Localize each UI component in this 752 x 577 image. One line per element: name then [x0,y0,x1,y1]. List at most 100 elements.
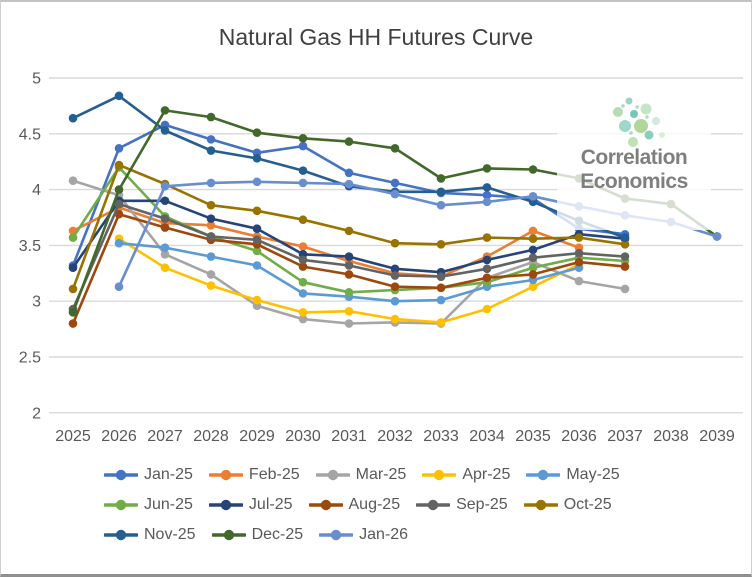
legend-item-jul-25[interactable]: Jul-25 [208,496,293,514]
point-may-25-2026[interactable] [114,238,124,248]
point-may-25-2029[interactable] [252,261,262,270]
point-oct-25-2036[interactable] [574,233,584,242]
point-jan-25-2026[interactable] [114,144,124,153]
point-oct-25-2030[interactable] [298,215,308,225]
legend-item-may-25[interactable]: May-25 [526,466,620,484]
point-jan-26-2031[interactable] [344,179,354,189]
point-aug-25-2032[interactable] [390,282,400,291]
legend-item-apr-25[interactable]: Apr-25 [422,466,510,484]
legend-item-sep-25[interactable]: Sep-25 [416,496,508,514]
point-jan-26-2028[interactable] [206,178,216,188]
point-jan-25-2031[interactable] [344,168,354,178]
point-aug-25-2034[interactable] [482,273,492,283]
point-jul-25-2028[interactable] [206,214,216,223]
point-aug-25-2025[interactable] [68,319,78,328]
point-jan-26-2027[interactable] [160,181,170,191]
point-aug-25-2030[interactable] [298,262,308,271]
point-oct-25-2029[interactable] [252,206,262,216]
point-jan-26-2029[interactable] [252,177,262,187]
point-jun-25-2031[interactable] [344,287,354,297]
point-sep-25-2031[interactable] [344,261,354,270]
point-oct-25-2028[interactable] [206,200,216,210]
point-aug-25-2036[interactable] [574,257,584,267]
point-nov-25-2030[interactable] [298,166,308,175]
point-dec-25-2033[interactable] [436,174,446,183]
point-sep-25-2033[interactable] [436,272,446,281]
point-mar-25-2028[interactable] [206,270,216,279]
point-nov-25-2029[interactable] [252,154,262,163]
legend-item-oct-25[interactable]: Oct-25 [523,496,612,514]
point-nov-25-2027[interactable] [160,126,170,135]
point-jan-26-2039[interactable] [712,232,722,241]
point-jan-25-2030[interactable] [298,141,308,151]
point-oct-25-2032[interactable] [390,238,400,248]
point-nov-25-2033[interactable] [436,187,446,197]
point-apr-25-2034[interactable] [482,304,492,314]
point-oct-25-2026[interactable] [114,160,124,170]
point-sep-25-2030[interactable] [298,255,308,265]
point-nov-25-2025[interactable] [68,113,78,123]
point-apr-25-2027[interactable] [160,263,170,273]
point-jul-25-2031[interactable] [344,252,354,261]
point-jun-25-2030[interactable] [298,277,308,287]
point-dec-25-2032[interactable] [390,144,400,153]
point-sep-25-2026[interactable] [114,199,124,209]
point-sep-25-2037[interactable] [620,252,630,261]
point-jun-25-2025[interactable] [68,233,78,242]
point-apr-25-2035[interactable] [528,282,538,291]
point-oct-25-2035[interactable] [528,234,538,244]
point-jul-25-2025[interactable] [68,263,78,273]
point-sep-25-2029[interactable] [252,235,262,245]
series-line-feb-25[interactable] [71,206,581,278]
point-dec-25-2028[interactable] [206,112,216,122]
point-aug-25-2027[interactable] [160,223,170,232]
point-jul-25-2029[interactable] [252,224,262,233]
point-nov-25-2028[interactable] [206,146,216,155]
point-apr-25-2031[interactable] [344,306,354,316]
point-oct-25-2037[interactable] [620,239,630,249]
point-mar-25-2037[interactable] [620,284,630,294]
point-dec-25-2026[interactable] [114,185,124,194]
point-jul-25-2027[interactable] [160,196,170,206]
point-apr-25-2033[interactable] [436,318,446,327]
point-oct-25-2033[interactable] [436,239,446,249]
point-jul-25-2032[interactable] [390,264,400,274]
point-apr-25-2028[interactable] [206,281,216,290]
point-dec-25-2035[interactable] [528,165,538,174]
point-jan-26-2033[interactable] [436,200,446,210]
point-may-25-2032[interactable] [390,296,400,306]
legend-item-dec-25[interactable]: Dec-25 [211,526,303,544]
point-jan-25-2032[interactable] [390,178,400,188]
point-jul-25-2034[interactable] [482,255,492,265]
point-apr-25-2032[interactable] [390,314,400,324]
point-dec-25-2034[interactable] [482,164,492,173]
point-aug-25-2033[interactable] [436,283,446,293]
point-jan-26-2034[interactable] [482,197,492,207]
point-dec-25-2030[interactable] [298,133,308,143]
point-aug-25-2031[interactable] [344,270,354,279]
point-oct-25-2031[interactable] [344,226,354,236]
point-sep-25-2027[interactable] [160,214,170,223]
point-jan-26-2032[interactable] [390,189,400,199]
point-mar-25-2025[interactable] [68,176,78,185]
point-aug-25-2035[interactable] [528,270,538,279]
point-sep-25-2036[interactable] [574,248,584,258]
point-sep-25-2035[interactable] [528,253,538,262]
point-dec-25-2031[interactable] [344,137,354,146]
legend-item-mar-25[interactable]: Mar-25 [315,466,406,484]
point-dec-25-2025[interactable] [68,308,78,317]
point-may-25-2030[interactable] [298,289,308,298]
point-jan-26-2035[interactable] [528,191,538,201]
point-apr-25-2030[interactable] [298,308,308,317]
point-apr-25-2029[interactable] [252,295,262,305]
series-line-mar-25[interactable] [71,179,627,325]
point-nov-25-2034[interactable] [482,183,492,192]
point-nov-25-2026[interactable] [114,91,124,101]
legend-item-jan-25[interactable]: Jan-25 [104,466,193,484]
point-sep-25-2032[interactable] [390,271,400,280]
legend-item-jun-25[interactable]: Jun-25 [104,496,193,514]
legend-item-jan-26[interactable]: Jan-26 [319,526,408,544]
point-dec-25-2027[interactable] [160,106,170,115]
point-jan-25-2034[interactable] [482,190,492,200]
point-mar-25-2027[interactable] [160,250,170,259]
